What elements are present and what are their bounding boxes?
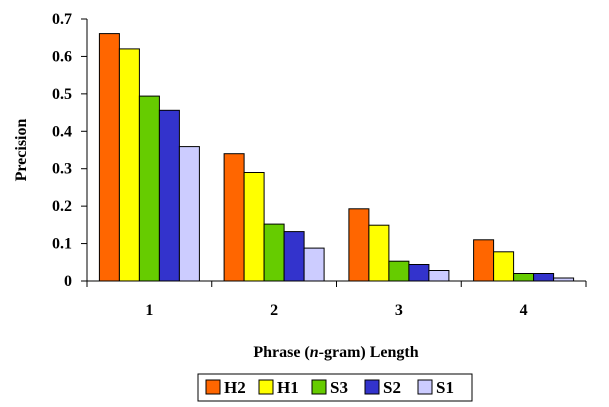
x-axis-title-part-2: n — [310, 344, 319, 361]
y-axis-title: Precision — [13, 119, 30, 182]
legend-label-s2: S2 — [383, 378, 401, 397]
bar-s3-3 — [388, 260, 410, 282]
legend-swatch-s1 — [417, 379, 433, 395]
bar-h1-1 — [118, 48, 140, 282]
bar-s1-2 — [303, 247, 325, 282]
legend-items: H2 H1 S3 S2 S1 — [205, 378, 454, 397]
x-tick-labels: 1 2 3 4 — [145, 302, 527, 319]
bar-s2-3 — [408, 264, 430, 282]
bar-s2-4 — [533, 273, 555, 282]
y-tick-label: 0.6 — [52, 48, 72, 65]
bar-s3-2 — [263, 223, 285, 282]
y-tick-label: 0.4 — [52, 123, 72, 140]
legend-label-h1: H1 — [277, 378, 299, 397]
x-axis-title-part-1: Phrase ( — [253, 344, 309, 361]
y-tick-label: 0.7 — [52, 11, 72, 28]
y-tick-label: 0.5 — [52, 86, 72, 103]
bar-h1-2 — [243, 172, 265, 282]
legend-swatch-h2 — [205, 379, 221, 395]
x-tick-label: 1 — [145, 302, 153, 319]
bar-h1-4 — [493, 251, 515, 282]
axes-group — [81, 18, 587, 287]
y-tick-labels: 0 0.1 0.2 0.3 0.4 0.5 0.6 0.7 — [52, 11, 72, 290]
x-axis-title: Phrase (n-gram) Length — [253, 344, 418, 361]
x-tick-label: 2 — [270, 302, 278, 319]
y-tick-label: 0.1 — [52, 236, 72, 253]
bar-h1-3 — [368, 224, 390, 282]
bar-s2-1 — [158, 109, 180, 282]
bar-h2-4 — [473, 239, 495, 282]
y-tick-label: 0.3 — [52, 161, 72, 178]
legend-swatch-s3 — [311, 379, 327, 395]
legend-label-h2: H2 — [224, 378, 246, 397]
x-tick-label: 3 — [395, 302, 403, 319]
x-axis-title-part-3: -gram) Length — [319, 344, 419, 361]
bar-s1-3 — [428, 270, 450, 282]
x-tick-label: 4 — [520, 302, 528, 319]
bar-s1-1 — [178, 146, 200, 282]
legend-swatch-s2 — [364, 379, 380, 395]
bar-h2-1 — [98, 33, 120, 282]
legend-swatch-h1 — [258, 379, 274, 395]
y-tick-label: 0.2 — [52, 198, 72, 215]
bar-s3-1 — [138, 95, 160, 282]
legend-label-s3: S3 — [330, 378, 348, 397]
bar-s3-4 — [513, 273, 535, 282]
bar-s2-2 — [283, 231, 305, 282]
y-tick-label: 0 — [64, 273, 72, 290]
bar-h2-3 — [348, 208, 370, 282]
legend-box — [197, 373, 473, 402]
bar-h2-2 — [223, 153, 245, 282]
legend-label-s1: S1 — [436, 378, 454, 397]
legend: H2 H1 S3 S2 S1 — [197, 373, 473, 402]
bars-group — [98, 33, 575, 282]
